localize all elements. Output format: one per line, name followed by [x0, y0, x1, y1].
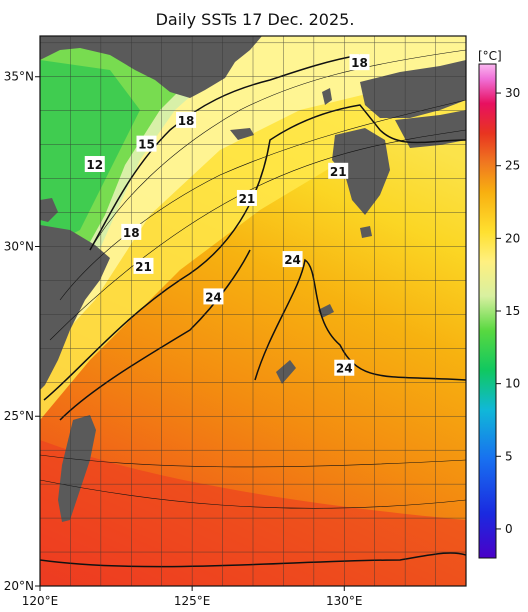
contour-label-text: 24	[336, 362, 353, 376]
contour-label: 18	[176, 111, 197, 128]
land-taiwan	[58, 415, 96, 522]
colorbar-tick-label: 10	[505, 377, 520, 391]
land-jeju	[230, 128, 254, 140]
contour-label-text: 24	[205, 290, 222, 304]
lat-tick-label: 20°N	[4, 579, 34, 593]
contour-label-text: 12	[86, 158, 103, 172]
contour-label-box	[121, 223, 142, 240]
contour-label-box	[236, 189, 257, 206]
shelf-deep-green	[40, 60, 140, 250]
contour-label-box	[176, 111, 197, 128]
contour-label-text: 18	[351, 56, 368, 70]
minor-contours	[40, 49, 466, 509]
lon-tick-label: 130°E	[326, 594, 363, 608]
land-okinawa	[276, 360, 296, 384]
contour-label-box	[136, 135, 157, 152]
map-area: 18 18 15 12 21 21 18 24 21 24 24	[40, 36, 466, 586]
contour-label-text: 18	[123, 226, 140, 240]
land-tsushima	[322, 88, 332, 105]
contour-label-text: 15	[138, 138, 155, 152]
contour-label: 21	[133, 257, 154, 274]
land-honshu	[360, 60, 466, 118]
colorbar-tick-label: 0	[505, 522, 513, 536]
contour-label: 18	[349, 54, 370, 71]
contour-label-text: 21	[330, 165, 347, 179]
contour-label: 21	[328, 162, 349, 179]
lat-tick-label: 35°N	[4, 70, 34, 84]
contour-label-text: 18	[178, 114, 195, 128]
colorbar-tick-label: 25	[505, 159, 520, 173]
contour-label-text: 21	[239, 192, 256, 206]
land-china-coast-a	[40, 198, 58, 222]
major-contours	[40, 54, 466, 568]
contour-label: 24	[334, 359, 355, 376]
contour-label-text: 24	[284, 253, 301, 267]
contour-label-box	[349, 54, 370, 71]
contour-label: 18	[121, 223, 142, 240]
graticule	[40, 36, 466, 586]
colorbar-unit: [°C]	[478, 49, 502, 63]
lat-tick-label: 25°N	[4, 409, 34, 423]
contour-labels: 18 18 15 12 21 21 18 24 21 24 24	[84, 54, 370, 376]
colorbar-tick-label: 15	[505, 304, 520, 318]
contour-label-text: 21	[135, 260, 152, 274]
contour-label-box	[84, 156, 105, 173]
contour-label: 24	[203, 288, 224, 305]
contour-label-box	[133, 257, 154, 274]
contour-label: 24	[282, 251, 303, 268]
lon-tick-label: 125°E	[174, 594, 211, 608]
contour-label-box	[203, 288, 224, 305]
land-china-coast	[40, 225, 110, 390]
contour-label: 21	[236, 189, 257, 206]
colorbar-tick-label: 20	[505, 231, 520, 245]
contour-label: 15	[136, 135, 157, 152]
colorbar	[478, 63, 497, 559]
land-korea-china-north	[40, 36, 262, 98]
contour-label-box	[328, 162, 349, 179]
map-title: Daily SSTs 17 Dec. 2025.	[155, 10, 355, 29]
contour-label: 12	[84, 156, 105, 173]
land-tanegashima	[360, 226, 372, 238]
colorbar-tick-label: 5	[505, 449, 513, 463]
colorbar-tick-label: 30	[505, 86, 520, 100]
map-frame	[39, 35, 467, 587]
contour-label-box	[334, 359, 355, 376]
lon-tick-label: 120°E	[22, 594, 59, 608]
lat-tick-label: 30°N	[4, 239, 34, 253]
colorbar-ticks: 0 5 10 15 20 25 30	[496, 86, 520, 536]
land-kyushu	[332, 128, 390, 215]
contour-label-box	[282, 251, 303, 268]
